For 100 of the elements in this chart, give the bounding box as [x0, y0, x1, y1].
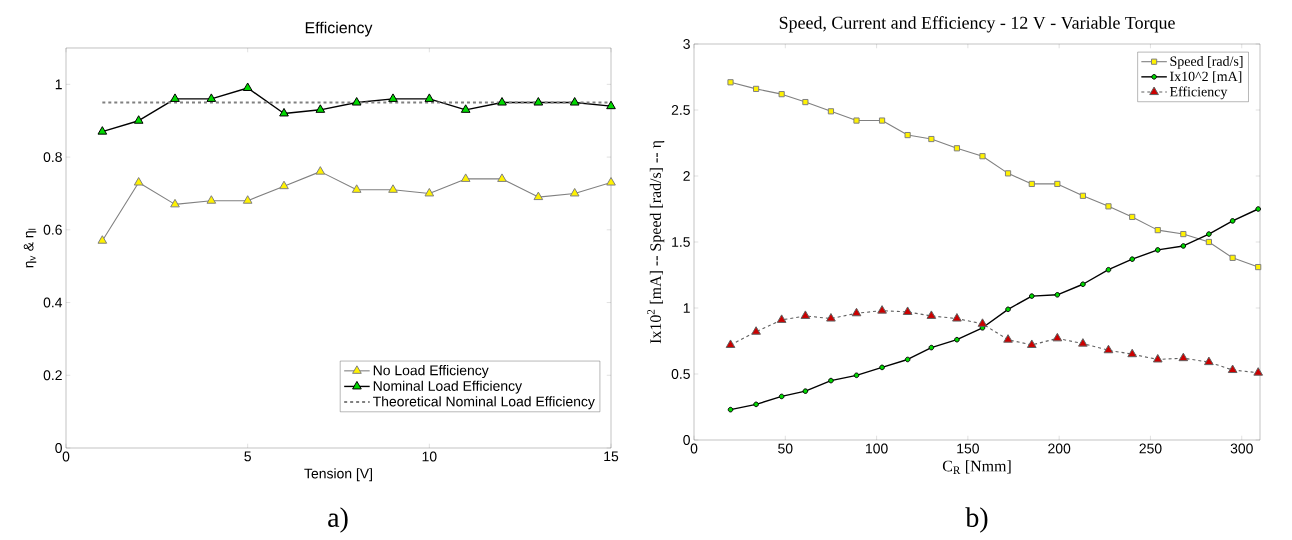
point [1105, 203, 1112, 210]
point [904, 131, 911, 139]
y-tick-label: 0.8 [43, 152, 62, 163]
point [242, 82, 253, 91]
point [828, 377, 834, 384]
point [1255, 263, 1262, 271]
point [97, 126, 108, 135]
y-tick-label: 3 [683, 39, 690, 49]
point [751, 326, 761, 335]
point [170, 198, 180, 208]
x-axis-title: Tension [V] [304, 468, 372, 482]
point [952, 313, 962, 322]
x-tick-label: 10 [422, 451, 437, 462]
legend-label: Nominal Load Efficiency [373, 380, 523, 394]
point [1078, 338, 1088, 347]
y-tick-label: 0.5 [671, 369, 690, 379]
chart-title: Efficiency [305, 21, 373, 37]
point [388, 184, 398, 193]
point [953, 145, 961, 152]
point [569, 97, 580, 106]
x-tick-label: 0 [62, 451, 70, 462]
x-tick-label: 200 [1048, 443, 1071, 454]
point [1205, 238, 1212, 246]
point [1003, 334, 1013, 343]
point [424, 93, 435, 102]
point [802, 388, 809, 394]
x-tick-label: 15 [604, 451, 619, 462]
y-tick-label: 1 [683, 303, 690, 313]
point [802, 98, 809, 106]
y-tick-label: 0.6 [43, 224, 62, 235]
x-tick-label: 100 [866, 443, 888, 454]
x-tick-label: 5 [244, 451, 251, 462]
point [1080, 281, 1086, 288]
point [1026, 339, 1037, 348]
point [1204, 356, 1214, 366]
point [878, 117, 886, 124]
point [1229, 218, 1236, 224]
point [533, 191, 544, 201]
point [778, 393, 785, 400]
point [752, 85, 760, 92]
point [206, 195, 217, 204]
point [1105, 266, 1112, 273]
point [460, 173, 471, 182]
legend-label: Ix10^2 [mA] [1170, 71, 1242, 83]
y-tick-label: 1 [55, 79, 62, 90]
y-tick-label: 0.2 [43, 370, 62, 381]
point [727, 79, 734, 86]
y-axis-title: Ix10$^{2}$ [mA] -- Speed [rad/s] -- η [647, 140, 665, 344]
point [1229, 254, 1236, 261]
point [1129, 213, 1136, 221]
point [954, 336, 960, 343]
point [778, 91, 785, 98]
point [460, 104, 471, 113]
point [928, 344, 935, 351]
point [497, 97, 507, 106]
point [853, 117, 860, 124]
point [1154, 247, 1161, 253]
point [315, 166, 326, 175]
point [1253, 367, 1264, 376]
legend-label: Efficiency [1169, 86, 1228, 100]
chart-title: Speed, Current and Efficiency - 12 V - Variable Torque [779, 16, 1175, 33]
point [853, 372, 860, 379]
point [877, 305, 887, 314]
point [1103, 344, 1114, 354]
point [1079, 192, 1087, 199]
point [206, 93, 217, 102]
point [279, 107, 289, 117]
point [725, 339, 736, 348]
legend-label: No Load Efficiency [373, 365, 489, 379]
y-tick-label: 2 [683, 171, 690, 181]
point [424, 187, 435, 197]
y-tick-label: 1.5 [672, 237, 690, 247]
x-tick-label: 50 [778, 443, 793, 454]
legend-label: Theoretical Nominal Load Efficiency [372, 396, 595, 410]
point [1054, 180, 1061, 188]
y-axis-title: η$_{v}$ & η$_{l}$ [23, 228, 37, 268]
point [902, 306, 913, 315]
point [351, 97, 362, 106]
point [979, 153, 986, 160]
y-tick-label: 0.4 [43, 297, 63, 308]
text: a) [328, 507, 348, 533]
x-tick-label: 250 [1139, 443, 1162, 454]
point [497, 173, 507, 182]
point [800, 310, 811, 319]
point [1178, 352, 1189, 362]
y-tick-label: 2.5 [671, 105, 690, 115]
x-tick-label: 150 [957, 443, 979, 454]
x-axis-title: C$_{R}$ [Nmm] [942, 460, 1011, 474]
point [1255, 206, 1261, 212]
point [133, 177, 144, 186]
point [851, 307, 862, 317]
point [1005, 306, 1011, 313]
point [1054, 292, 1061, 298]
x-tick-label: 300 [1230, 443, 1253, 454]
point [242, 195, 253, 204]
point [776, 314, 787, 323]
text: b) [965, 507, 988, 533]
point [1152, 353, 1163, 363]
point [879, 364, 885, 371]
point [1154, 227, 1161, 234]
